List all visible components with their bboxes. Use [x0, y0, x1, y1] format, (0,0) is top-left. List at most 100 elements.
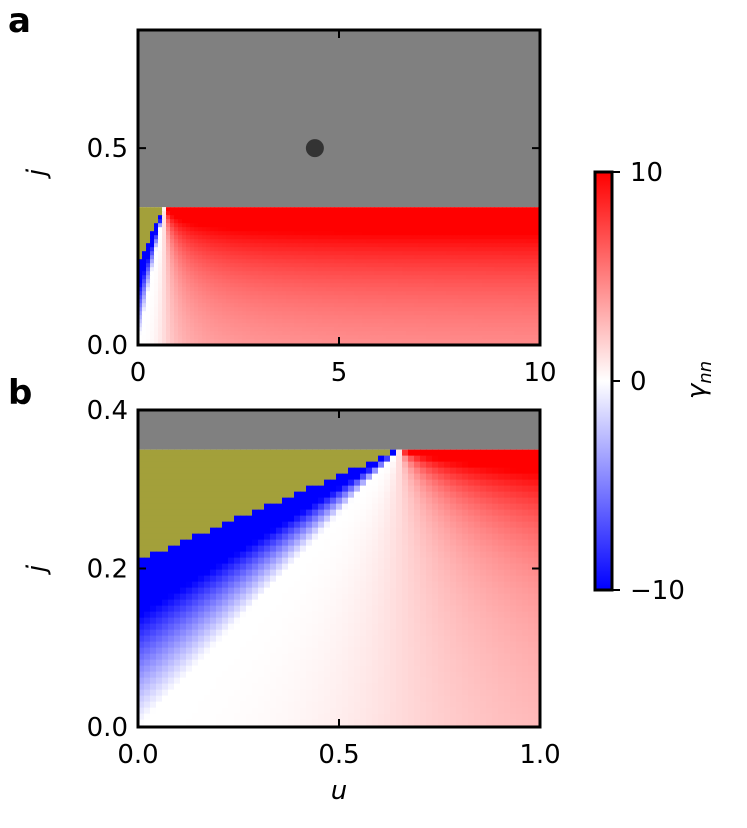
heatmap-cell — [362, 335, 367, 340]
heatmap-cell — [506, 271, 511, 276]
heatmap-cell — [534, 295, 539, 300]
heatmap-cell — [442, 251, 447, 256]
heatmap-cell — [150, 323, 155, 328]
heatmap-cell — [386, 307, 391, 312]
heatmap-cell — [498, 215, 503, 220]
heatmap-cell — [372, 480, 379, 487]
heatmap-cell — [366, 327, 371, 332]
heatmap-cell — [282, 570, 289, 577]
heatmap-cell — [434, 235, 439, 240]
heatmap-cell — [158, 299, 163, 304]
heatmap-cell — [206, 211, 211, 216]
heatmap-cell — [150, 331, 155, 336]
heatmap-cell — [270, 339, 275, 344]
heatmap-cell — [314, 271, 319, 276]
heatmap-cell — [420, 486, 427, 493]
heatmap-cell — [242, 291, 247, 296]
heatmap-cell — [522, 291, 527, 296]
heatmap-cell — [274, 323, 279, 328]
heatmap-cell — [372, 510, 379, 517]
heatmap-cell — [254, 207, 259, 212]
heatmap-cell — [414, 267, 419, 272]
heatmap-cell — [262, 227, 267, 232]
heatmap-cell — [198, 283, 203, 288]
heatmap-cell — [252, 492, 259, 499]
heatmap-cell — [370, 271, 375, 276]
heatmap-cell — [446, 275, 451, 280]
heatmap-cell — [434, 215, 439, 220]
heatmap-cell — [166, 331, 171, 336]
heatmap-cell — [482, 291, 487, 296]
heatmap-cell — [218, 287, 223, 292]
heatmap-cell — [250, 215, 255, 220]
heatmap-cell — [470, 247, 475, 252]
heatmap-cell — [182, 319, 187, 324]
heatmap-cell — [358, 207, 363, 212]
heatmap-cell — [162, 259, 167, 264]
heatmap-cell — [146, 227, 151, 232]
heatmap-cell — [474, 275, 479, 280]
heatmap-cell — [486, 327, 491, 332]
heatmap-cell — [354, 259, 359, 264]
heatmap-cell — [270, 303, 275, 308]
heatmap-cell — [394, 315, 399, 320]
heatmap-cell — [442, 315, 447, 320]
heatmap-cell — [226, 247, 231, 252]
heatmap-cell — [252, 540, 259, 547]
heatmap-cell — [276, 492, 283, 499]
heatmap-cell — [490, 227, 495, 232]
heatmap-cell — [324, 492, 331, 499]
heatmap-cell — [480, 462, 487, 469]
heatmap-cell — [174, 331, 179, 336]
heatmap-cell — [168, 564, 175, 571]
heatmap-cell — [166, 291, 171, 296]
heatmap-cell — [426, 239, 431, 244]
heatmap-cell — [306, 303, 311, 308]
heatmap-cell — [396, 492, 403, 499]
heatmap-cell — [414, 207, 419, 212]
heatmap-cell — [198, 315, 203, 320]
heatmap-cell — [410, 259, 415, 264]
heatmap-cell — [206, 235, 211, 240]
heatmap-cell — [454, 211, 459, 216]
heatmap-cell — [454, 275, 459, 280]
heatmap-cell — [358, 327, 363, 332]
heatmap-cell — [498, 504, 505, 511]
heatmap-cell — [510, 211, 515, 216]
heatmap-cell — [226, 231, 231, 236]
heatmap-cell — [192, 498, 199, 505]
heatmap-cell — [310, 331, 315, 336]
heatmap-cell — [492, 504, 499, 511]
heatmap-cell — [462, 291, 467, 296]
heatmap-cell — [266, 307, 271, 312]
heatmap-cell — [234, 243, 239, 248]
heatmap-cell — [492, 552, 499, 559]
heatmap-cell — [222, 247, 227, 252]
heatmap-cell — [506, 255, 511, 260]
heatmap-cell — [190, 323, 195, 328]
heatmap-cell — [510, 263, 515, 268]
heatmap-cell — [318, 319, 323, 324]
heatmap-cell — [386, 215, 391, 220]
heatmap-cell — [478, 231, 483, 236]
heatmap-cell — [522, 263, 527, 268]
heatmap-cell — [194, 311, 199, 316]
heatmap-cell — [372, 462, 379, 469]
heatmap-cell — [482, 207, 487, 212]
heatmap-cell — [330, 522, 337, 529]
heatmap-cell — [334, 247, 339, 252]
heatmap-cell — [378, 510, 385, 517]
heatmap-cell — [290, 287, 295, 292]
heatmap-cell — [458, 263, 463, 268]
heatmap-cell — [162, 319, 167, 324]
heatmap-cell — [504, 552, 511, 559]
heatmap-cell — [506, 211, 511, 216]
heatmap-cell — [522, 480, 529, 487]
heatmap-cell — [322, 323, 327, 328]
heatmap-cell — [194, 295, 199, 300]
heatmap-cell — [498, 271, 503, 276]
heatmap-cell — [282, 255, 287, 260]
heatmap-cell — [518, 251, 523, 256]
heatmap-cell — [498, 546, 505, 553]
heatmap-cell — [414, 540, 421, 547]
